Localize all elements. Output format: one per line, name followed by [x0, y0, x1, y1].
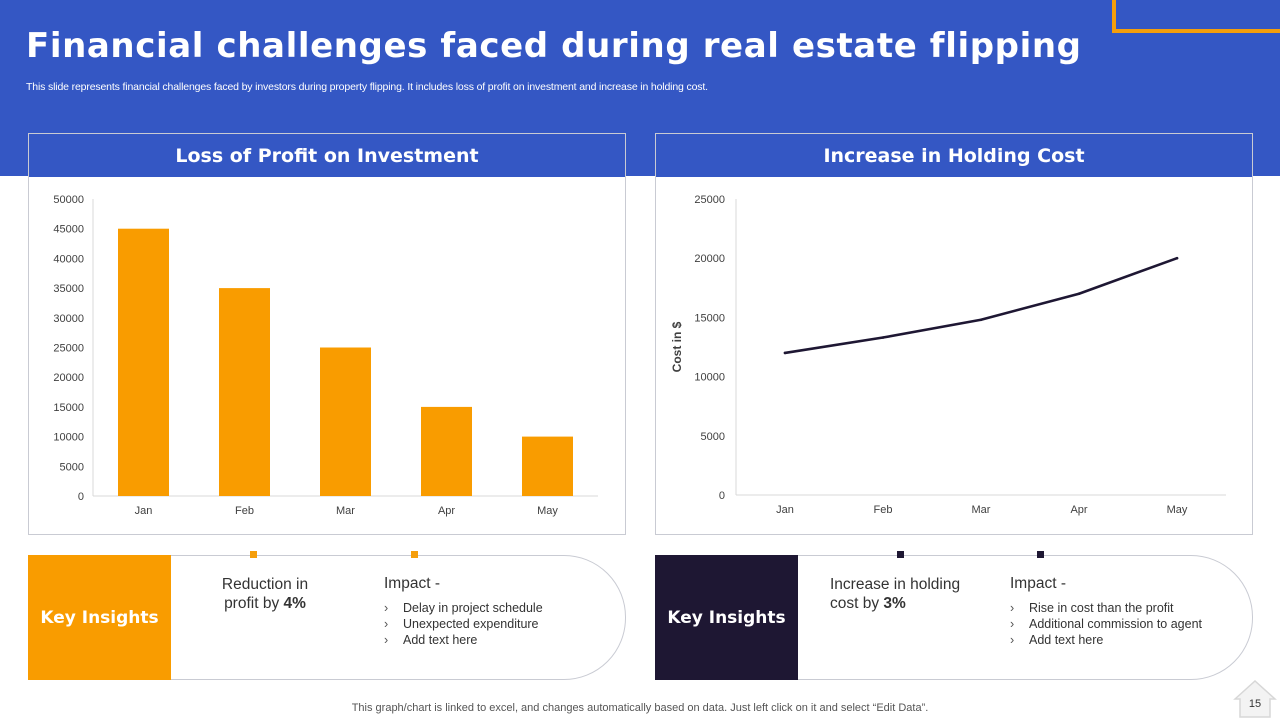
marker-dot [250, 551, 257, 558]
y-tick-label: 50000 [53, 194, 84, 206]
bar [118, 228, 169, 496]
footer-note: This graph/chart is linked to excel, and… [351, 702, 929, 714]
y-tick-label: 15000 [694, 312, 725, 324]
marker-dot [897, 551, 904, 558]
x-tick-label: Mar [972, 504, 991, 516]
y-tick-label: 5000 [60, 461, 84, 473]
x-tick-label: May [1167, 504, 1188, 516]
marker-dot [1037, 551, 1044, 558]
profit-loss-bar-chart[interactable]: 0 5000 10000 15000 20000 25000 30000 35000 40000… [29, 177, 625, 534]
y-tick-label: 0 [78, 491, 84, 503]
insight-card-holding: Key Insights Increase in holding cost by… [655, 551, 1253, 680]
data-point [783, 351, 787, 355]
insight-stat: Reduction in profit by 4% [221, 576, 309, 612]
marker-dot [411, 551, 418, 558]
y-tick-label: 0 [719, 490, 725, 502]
x-tick-label: Apr [1070, 504, 1087, 516]
impact-list: Rise in cost than the profit Additional … [1010, 600, 1202, 648]
corner-accent-frame [1112, 0, 1280, 33]
y-tick-label: 10000 [694, 372, 725, 384]
data-point [979, 318, 983, 322]
key-insights-label: Key Insights [28, 555, 171, 680]
impact-item: Unexpected expenditure [384, 616, 543, 632]
y-axis-title: Cost in $ [670, 321, 684, 372]
insight-card-profit: Key Insights Reduction in profit by 4% I… [28, 551, 626, 680]
y-tick-label: 15000 [53, 402, 84, 414]
impact-item: Add text here [384, 632, 543, 648]
bar [522, 436, 573, 496]
impact-item: Rise in cost than the profit [1010, 600, 1202, 616]
page-number: 15 [1248, 698, 1262, 710]
x-tick-label: Feb [874, 504, 893, 516]
y-tick-label: 45000 [53, 224, 84, 236]
bar [219, 288, 270, 496]
series-line [783, 256, 1179, 355]
bar [320, 347, 371, 496]
y-tick-label: 40000 [53, 253, 84, 265]
profit-loss-chart-title: Loss of Profit on Investment [29, 134, 625, 177]
holding-cost-chart-title: Increase in Holding Cost [656, 134, 1252, 177]
y-tick-label: 10000 [53, 432, 84, 444]
data-point [881, 336, 885, 339]
slide-subtitle: This slide represents financial challeng… [26, 81, 708, 93]
slide-title: Financial challenges faced during real e… [26, 26, 1082, 66]
y-tick-label: 35000 [53, 283, 84, 295]
profit-loss-chart-panel[interactable]: Loss of Profit on Investment 0 5000 10000 1… [28, 133, 626, 535]
impact-item: Additional commission to agent [1010, 616, 1202, 632]
holding-cost-line-chart[interactable]: 0 5000 10000 15000 20000 25000 Cost in $ Jan Feb… [656, 177, 1252, 534]
y-tick-label: 20000 [694, 253, 725, 265]
data-point [1077, 292, 1081, 296]
insight-stat-value: 3% [883, 595, 906, 612]
x-tick-label: Feb [235, 505, 254, 517]
insight-stat: Increase in holding cost by 3% [830, 576, 961, 612]
key-insights-label: Key Insights [655, 555, 798, 680]
x-tick-label: Mar [336, 505, 355, 517]
y-tick-label: 20000 [53, 372, 84, 384]
y-tick-label: 25000 [694, 194, 725, 206]
impact-item: Add text here [1010, 632, 1202, 648]
y-tick-label: 5000 [701, 431, 725, 443]
x-tick-label: Apr [438, 505, 455, 517]
impact-title: Impact - [1010, 575, 1066, 592]
x-tick-label: Jan [135, 505, 153, 517]
data-point [1175, 256, 1179, 260]
impact-title: Impact - [384, 575, 440, 592]
impact-item: Delay in project schedule [384, 600, 543, 616]
holding-cost-chart-panel[interactable]: Increase in Holding Cost 0 5000 10000 15000… [655, 133, 1253, 535]
home-icon[interactable] [1232, 678, 1278, 718]
impact-list: Delay in project schedule Unexpected exp… [384, 600, 543, 648]
x-tick-label: May [537, 505, 558, 517]
y-tick-label: 25000 [53, 343, 84, 355]
bar [421, 406, 472, 496]
insight-stat-value: 4% [283, 595, 306, 612]
y-tick-label: 30000 [53, 313, 84, 325]
x-tick-label: Jan [776, 504, 794, 516]
